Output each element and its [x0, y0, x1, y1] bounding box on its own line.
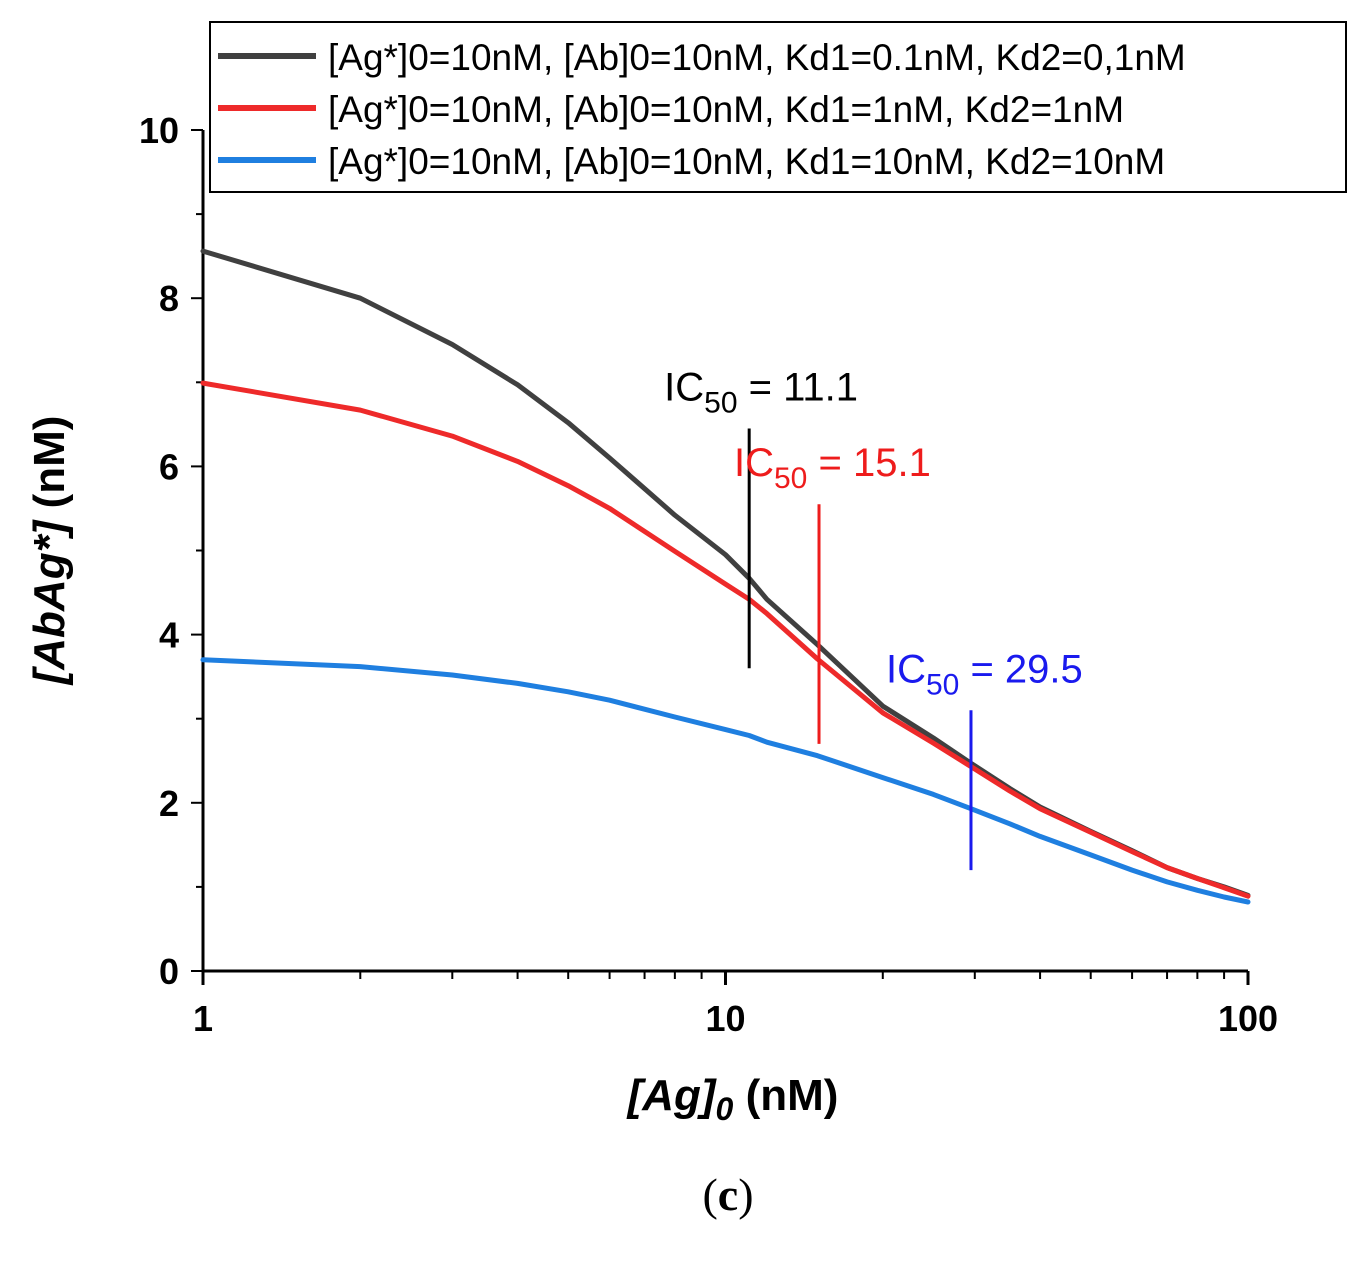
ic50-subscript: 50 [704, 387, 737, 420]
legend-label-2: [Ag*]0=10nM, [Ab]0=10nM, Kd1=10nM, Kd2=1… [328, 141, 1165, 182]
ic50-prefix: IC [664, 366, 704, 410]
panel-label: (c) [702, 1169, 753, 1220]
y-tick-label: 10 [139, 110, 179, 151]
panel-label-close: ) [738, 1169, 753, 1220]
ic50-subscript: 50 [926, 668, 959, 701]
ic50-subscript: 50 [774, 462, 807, 495]
series-line-0 [200, 248, 1251, 898]
ic50-value: = 15.1 [807, 441, 930, 485]
x-tick-label: 10 [705, 998, 745, 1039]
legend: [Ag*]0=10nM, [Ab]0=10nM, Kd1=0.1nM, Kd2=… [209, 21, 1347, 193]
ic50-label-1: IC50 = 15.1 [734, 441, 931, 495]
ic50-prefix: IC [886, 647, 926, 691]
y-axis-title: [AbAg*] (nM) [25, 416, 74, 687]
y-tick-label: 6 [159, 446, 179, 487]
y-tick-label: 0 [159, 951, 179, 992]
legend-box [209, 21, 1347, 193]
ic50-label-0: IC50 = 11.1 [664, 366, 858, 420]
series-line-1 [200, 380, 1251, 899]
x-axis-title: [Ag]0 (nM) [626, 1071, 839, 1127]
y-axis-title-main: [AbAg*] [25, 519, 74, 686]
y-tick-label: 2 [159, 783, 179, 824]
series-group [200, 248, 1251, 905]
x-axis-title-sub: 0 [716, 1091, 734, 1127]
legend-label-0: [Ag*]0=10nM, [Ab]0=10nM, Kd1=0.1nM, Kd2=… [328, 37, 1186, 78]
axes: 0 2 4 6 8 10 1 10 100 [139, 110, 1278, 1039]
x-tick-label: 1 [193, 998, 213, 1039]
series-line-2 [200, 657, 1251, 905]
ic50-value: = 29.5 [959, 647, 1082, 691]
x-axis-title-main: [Ag] [626, 1071, 717, 1120]
panel-label-open: ( [702, 1169, 717, 1220]
y-axis-title-unit: (nM) [25, 416, 74, 521]
ic50-value: = 11.1 [738, 366, 858, 410]
x-axis-title-unit: (nM) [733, 1071, 838, 1120]
x-tick-label: 100 [1218, 998, 1278, 1039]
ic50-prefix: IC [734, 441, 774, 485]
legend-label-1: [Ag*]0=10nM, [Ab]0=10nM, Kd1=1nM, Kd2=1n… [328, 89, 1124, 130]
y-tick-label: 4 [159, 615, 179, 656]
panel-label-letter: c [718, 1169, 738, 1220]
ic50-label-2: IC50 = 29.5 [886, 647, 1083, 701]
y-tick-label: 8 [159, 278, 179, 319]
